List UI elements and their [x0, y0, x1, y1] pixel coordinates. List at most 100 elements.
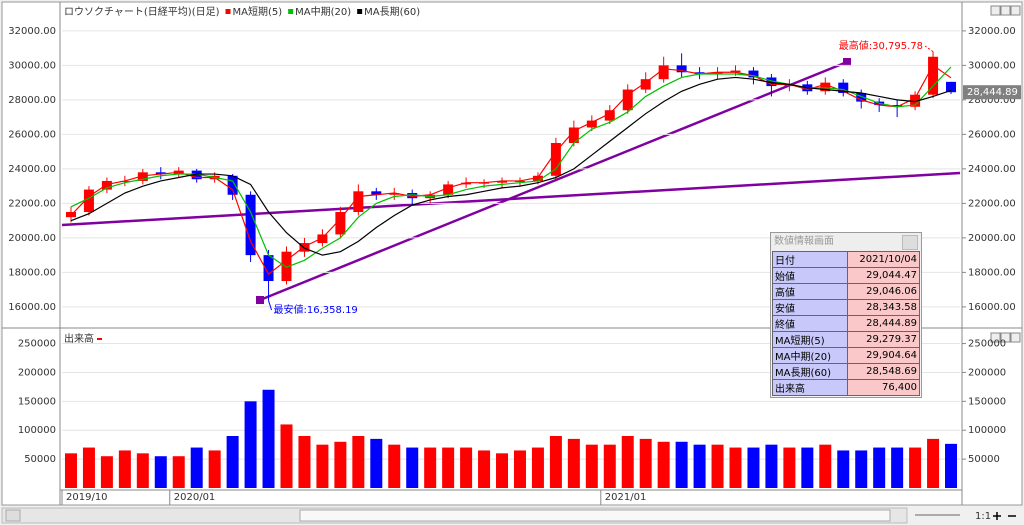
info-value: 29,904.64: [847, 347, 920, 364]
candle-body: [748, 70, 759, 78]
volume-bar: [603, 444, 616, 488]
legend-swatch: [357, 9, 363, 14]
trend-handle: [256, 296, 264, 304]
info-key: MA長期(60): [772, 363, 848, 380]
volume-bar: [891, 447, 904, 488]
y-tick-label: 200000: [968, 367, 1006, 378]
y-tick-label: 18000.00: [968, 267, 1016, 278]
min-label: 最安値:16,358.19: [274, 303, 358, 316]
volume-bar: [639, 438, 652, 488]
candle-body: [784, 84, 795, 87]
scroll-thumb[interactable]: [299, 509, 891, 522]
volume-bar: [100, 456, 113, 488]
button[interactable]: [1010, 5, 1021, 16]
candle-body: [407, 193, 418, 199]
info-key: 安値: [772, 299, 848, 316]
volume-bar: [855, 450, 868, 488]
candle-body: [550, 143, 561, 176]
y-tick-label: 22000.00: [8, 198, 56, 209]
trend-handle: [843, 58, 851, 66]
info-row: 出来高 76,400: [772, 379, 920, 396]
volume-bar: [280, 424, 293, 488]
candle-body: [245, 194, 256, 256]
info-value: 76,400: [847, 379, 920, 396]
y-tick-label: 32000.00: [8, 26, 56, 37]
y-tick-label: 250000: [968, 339, 1006, 350]
candle-body: [820, 82, 831, 92]
volume-bar: [693, 444, 706, 488]
info-value: 28,444.89: [847, 315, 920, 332]
y-tick-label: 26000.00: [8, 129, 56, 140]
scroll-left[interactable]: [5, 509, 21, 522]
button[interactable]: [1000, 5, 1011, 16]
volume-bar: [460, 447, 473, 488]
legend-label: MA中期(20): [295, 5, 351, 18]
volume-bar: [64, 453, 77, 488]
y-tick-label: 50000: [968, 454, 1000, 465]
volume-bar: [567, 438, 580, 488]
info-key: 日付: [772, 251, 848, 268]
candle-body: [730, 70, 741, 73]
info-row: MA短期(5) 29,279.37: [772, 331, 920, 348]
info-title-text: 数値情報画面: [774, 236, 834, 247]
max-label: 最高値:30,795.78: [839, 39, 923, 52]
legend-swatch: [225, 9, 231, 14]
info-row: 日付 2021/10/04: [772, 251, 920, 268]
info-row: 始値 29,044.47: [772, 267, 920, 284]
button[interactable]: [990, 5, 1001, 16]
x-tick-label: 2021/01: [605, 492, 647, 503]
candle-body: [604, 110, 615, 121]
volume-bar: [819, 444, 832, 488]
x-tick-label: 2019/10: [66, 492, 108, 503]
close-button[interactable]: [902, 235, 918, 250]
volume-bar: [783, 447, 796, 488]
info-key: MA短期(5): [772, 331, 848, 348]
y-tick-label: 22000.00: [968, 198, 1016, 209]
legend-label: MA長期(60): [364, 6, 420, 18]
info-value: 28,548.69: [847, 363, 920, 380]
y-tick-label: 18000.00: [8, 267, 56, 278]
candle-body: [461, 182, 472, 185]
info-key: 出来高: [772, 379, 848, 396]
volume-bar: [424, 447, 437, 488]
candle-body: [335, 212, 346, 235]
legend-swatch: [288, 9, 294, 14]
y-tick-label: 30000.00: [8, 60, 56, 71]
y-tick-label: 26000.00: [968, 129, 1016, 140]
y-tick-label: 28000.00: [8, 95, 56, 106]
volume-bar: [513, 450, 526, 488]
volume-bar: [82, 447, 95, 488]
candle-body: [856, 92, 867, 102]
volume-title: 出来高: [64, 332, 94, 345]
volume-bar: [316, 444, 329, 488]
candle-body: [910, 94, 921, 107]
volume-bar: [226, 436, 239, 488]
volume-bar: [478, 450, 491, 488]
volume-bar: [136, 453, 149, 488]
y-tick-label: 32000.00: [968, 26, 1016, 37]
info-key: 高値: [772, 283, 848, 300]
volume-bar: [262, 389, 275, 488]
candle-body: [389, 193, 400, 195]
y-tick-label: 100000: [18, 425, 56, 436]
legend-label: MA短期(5): [233, 5, 283, 18]
candle-body: [497, 180, 508, 183]
zoom-in[interactable]: [993, 512, 1001, 520]
volume-bar: [172, 456, 185, 488]
volume-bar: [298, 436, 311, 488]
last-price-label: 28,444.89: [967, 87, 1018, 98]
y-tick-label: 16000.00: [968, 302, 1016, 313]
button[interactable]: [990, 332, 1001, 343]
volume-bar: [370, 438, 383, 488]
min-marker: [268, 300, 273, 311]
info-row: 高値 29,046.06: [772, 283, 920, 300]
info-value: 29,044.47: [847, 267, 920, 284]
volume-bar: [388, 444, 401, 488]
info-table: 日付 2021/10/04 始値 29,044.47 高値 29,046.06 安値 28,3…: [772, 251, 920, 396]
button[interactable]: [1000, 332, 1011, 343]
candle-body: [586, 120, 597, 128]
volume-bar: [873, 447, 886, 488]
button[interactable]: [1010, 332, 1021, 343]
candle-body: [694, 72, 705, 75]
volume-bar: [927, 438, 940, 488]
